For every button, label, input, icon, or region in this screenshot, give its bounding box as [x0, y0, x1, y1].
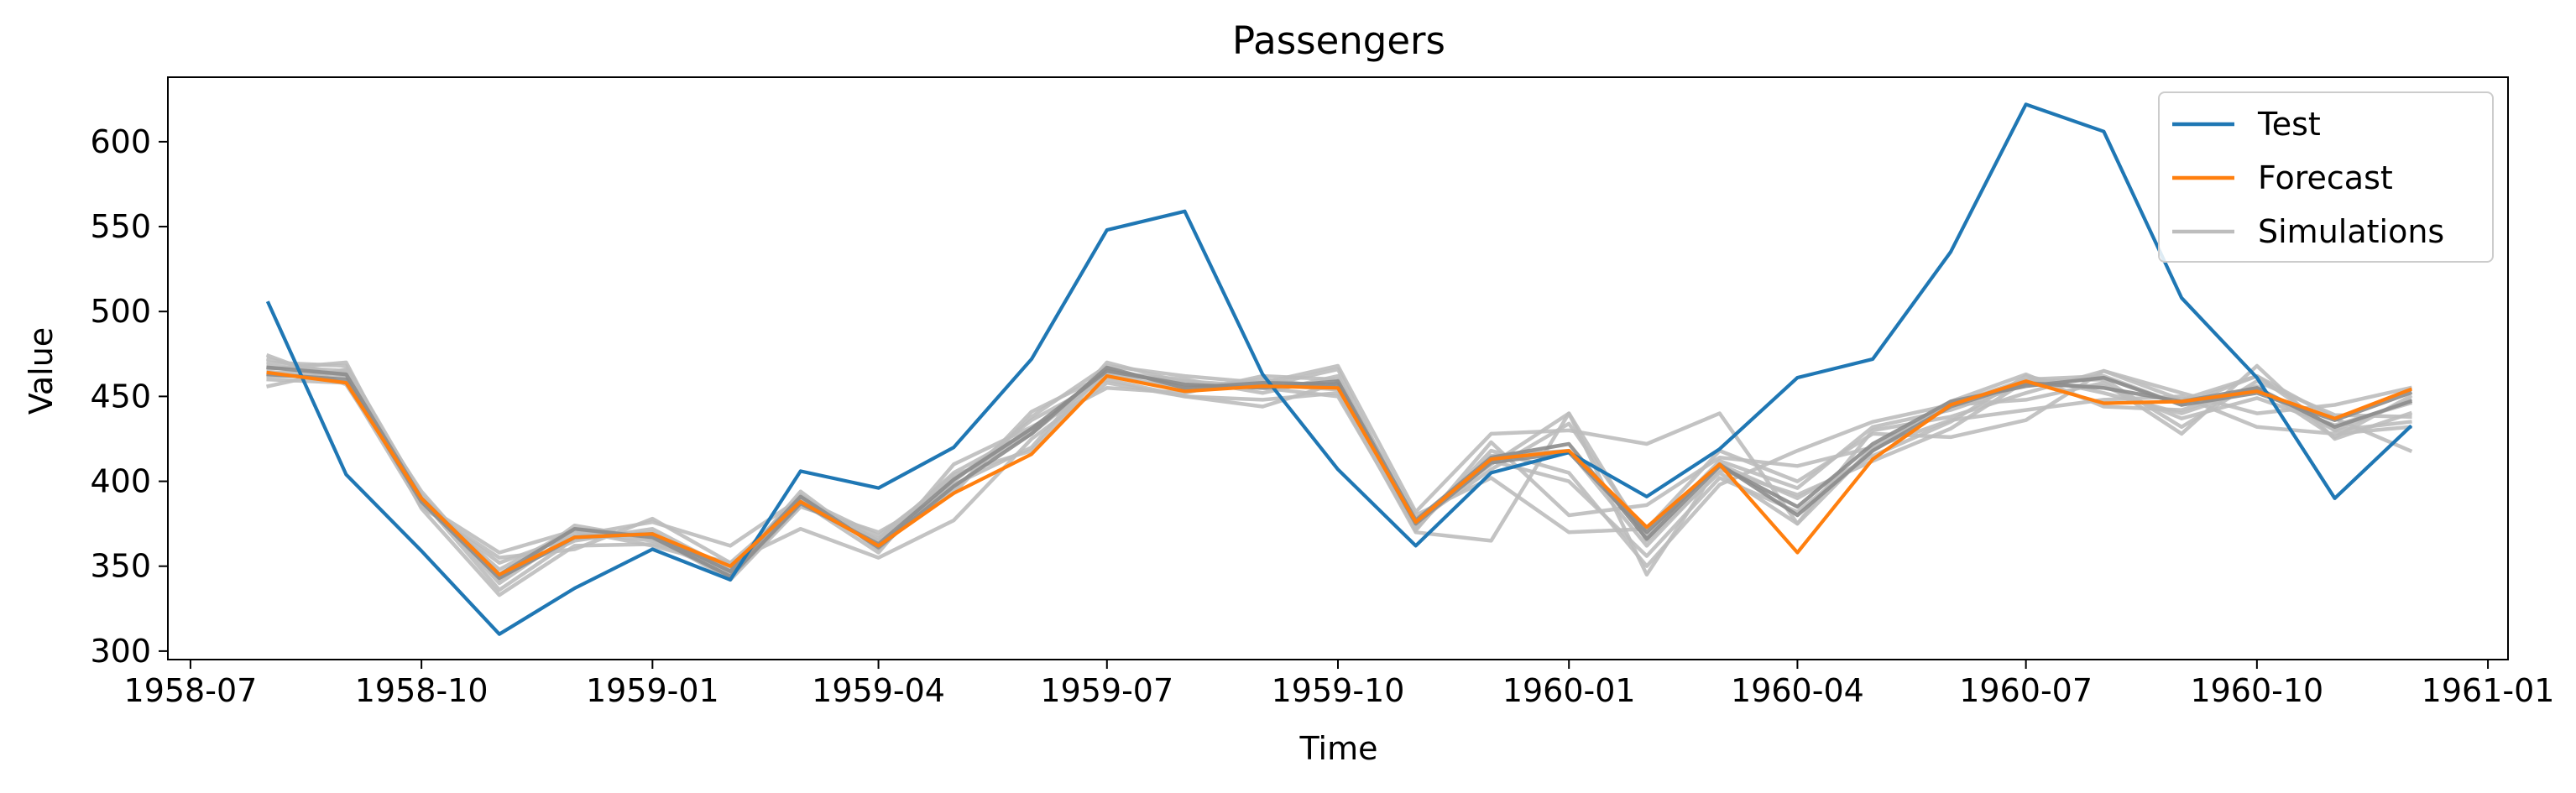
- y-tick-label: 350: [90, 548, 151, 585]
- x-tick-label: 1961-01: [2422, 672, 2555, 709]
- x-tick-label: 1960-07: [1959, 672, 2093, 709]
- chart-title: Passengers: [1232, 18, 1445, 63]
- legend-box: [2158, 91, 2494, 263]
- y-tick-label: 550: [90, 208, 151, 245]
- y-axis-label: Value: [23, 327, 60, 415]
- x-axis-label: Time: [1299, 730, 1378, 767]
- legend: Test Forecast Simulations: [2158, 91, 2494, 263]
- x-tick-label: 1960-10: [2190, 672, 2323, 709]
- simulation-series-line-5: [266, 360, 2412, 565]
- plot-lines: [265, 102, 2413, 636]
- y-tick-label: 450: [90, 378, 151, 415]
- y-tick-label: 400: [90, 463, 151, 500]
- x-tick-label: 1960-01: [1502, 672, 1636, 709]
- x-tick-label: 1959-07: [1040, 672, 1173, 709]
- x-tick-label: 1959-04: [812, 672, 945, 709]
- x-tick-label: 1958-07: [124, 672, 258, 709]
- x-tick-label: 1960-04: [1731, 672, 1864, 709]
- x-tick-label: 1959-01: [586, 672, 719, 709]
- y-tick-label: 500: [90, 293, 151, 330]
- forecast-series-line-12: [266, 370, 2413, 576]
- legend-label: Test: [2257, 106, 2321, 143]
- simulation-series-line-8: [266, 367, 2412, 568]
- test-series-line-11: [265, 102, 2413, 636]
- x-tick-label: 1959-10: [1272, 672, 1405, 709]
- legend-label: Simulations: [2258, 213, 2444, 250]
- legend-label: Forecast: [2258, 159, 2393, 196]
- y-tick-label: 600: [90, 123, 151, 160]
- y-tick-label: 300: [90, 633, 151, 670]
- x-tick-label: 1958-10: [355, 672, 489, 709]
- axes: 300 350 400 450 500 550 600 1958-07 1958-10 1959-…: [90, 76, 2555, 709]
